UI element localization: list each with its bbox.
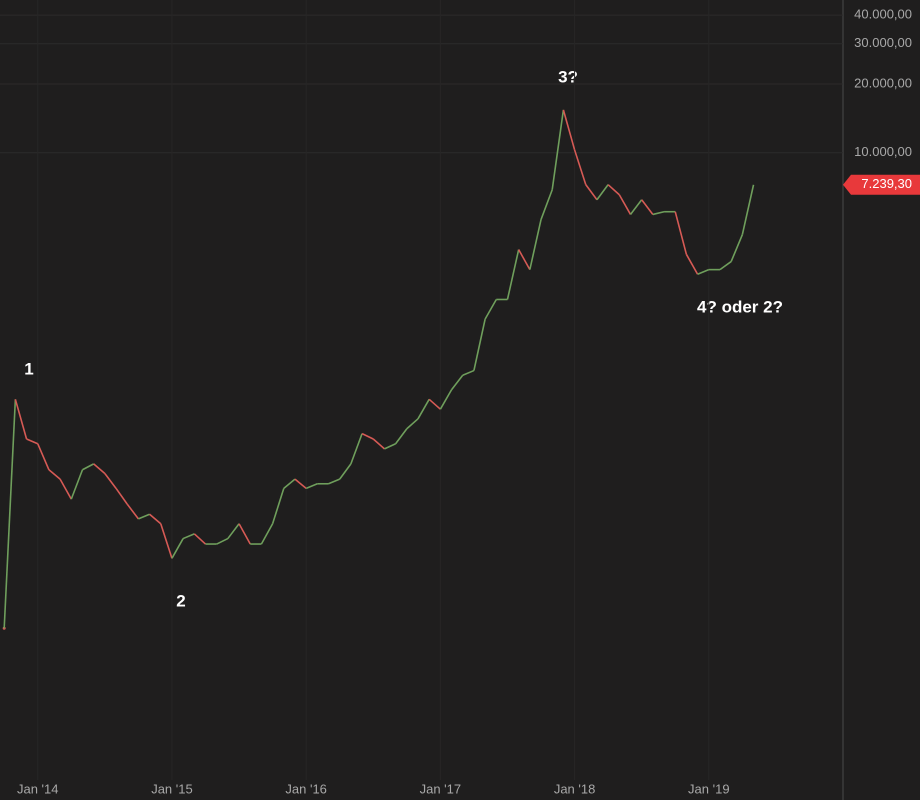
price-segment xyxy=(439,389,453,410)
price-segment xyxy=(59,478,72,500)
x-tick-label: Jan '15 xyxy=(151,781,193,796)
price-segment xyxy=(652,210,665,216)
price-segment xyxy=(607,184,620,196)
price-segment xyxy=(138,513,150,520)
y-tick-label: 20.000,00 xyxy=(854,75,912,90)
price-segment xyxy=(596,184,609,201)
x-tick-label: Jan '19 xyxy=(688,781,730,796)
price-segment xyxy=(3,399,17,629)
price-segment xyxy=(417,398,430,420)
price-segment xyxy=(126,503,140,520)
price-tag xyxy=(843,174,920,195)
price-segment xyxy=(238,523,251,545)
price-segment xyxy=(428,398,441,410)
price-segment xyxy=(719,260,732,271)
price-segment xyxy=(562,109,576,151)
price-segment xyxy=(741,184,755,235)
annotation: 1 xyxy=(24,359,33,378)
price-segment xyxy=(26,438,39,445)
price-segment xyxy=(641,199,654,215)
price-segment xyxy=(182,533,195,540)
price-segment xyxy=(462,369,475,376)
price-segment xyxy=(283,478,296,489)
price-segment xyxy=(551,109,565,190)
price-segment xyxy=(70,469,84,500)
price-segment xyxy=(450,374,464,391)
price-segment xyxy=(394,428,408,445)
annotation: 2 xyxy=(176,591,185,610)
price-segment xyxy=(473,318,486,371)
price-segment xyxy=(260,523,274,545)
y-tick-label: 30.000,00 xyxy=(854,35,912,50)
price-segment xyxy=(529,219,542,270)
price-segment xyxy=(149,513,162,525)
price-segment xyxy=(372,438,385,450)
price-segment xyxy=(339,463,352,480)
price-segment xyxy=(517,249,531,271)
price-segment xyxy=(674,211,688,255)
price-segment xyxy=(48,469,61,480)
price-segment xyxy=(14,399,28,440)
annotation: 4? oder 2? xyxy=(697,297,783,316)
x-tick-label: Jan '14 xyxy=(17,781,59,796)
price-segment xyxy=(730,234,744,262)
annotation: 3? xyxy=(558,67,578,86)
price-tag-label: 7.239,30 xyxy=(861,176,912,191)
price-segment xyxy=(629,199,643,215)
price-segment xyxy=(618,194,632,215)
price-segment xyxy=(216,537,229,545)
price-segment xyxy=(406,418,419,430)
price-segment xyxy=(685,254,699,275)
price-segment xyxy=(160,523,173,559)
x-tick-label: Jan '17 xyxy=(420,781,462,796)
y-tick-label: 40.000,00 xyxy=(854,7,912,22)
price-segment xyxy=(585,184,598,201)
price-segment xyxy=(361,432,374,440)
price-segment xyxy=(271,488,285,524)
price-segment xyxy=(193,533,207,545)
price-segment xyxy=(115,487,128,505)
price-segment xyxy=(104,472,117,489)
x-tick-label: Jan '16 xyxy=(285,781,327,796)
price-segment xyxy=(350,433,363,465)
x-tick-label: Jan '18 xyxy=(554,781,596,796)
price-segment xyxy=(227,523,240,540)
y-tick-label: 10.000,00 xyxy=(854,144,912,159)
price-segment xyxy=(540,189,553,220)
price-segment xyxy=(294,478,307,489)
price-segment xyxy=(484,299,497,320)
price-segment xyxy=(82,463,95,471)
price-segment xyxy=(37,443,50,471)
price-segment xyxy=(384,443,396,450)
price-segment xyxy=(506,249,520,300)
price-segment xyxy=(171,538,184,559)
price-segment xyxy=(328,478,341,485)
price-segment xyxy=(573,149,587,185)
price-segment xyxy=(93,463,106,475)
price-segment xyxy=(305,483,318,490)
price-segment xyxy=(697,268,710,275)
